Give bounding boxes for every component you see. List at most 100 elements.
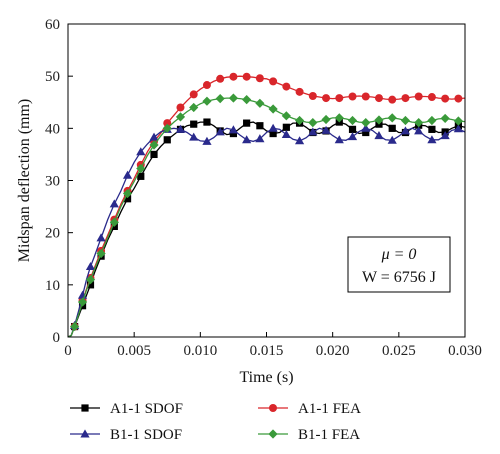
legend-label: B1-1 FEA <box>298 427 360 443</box>
data-point <box>229 129 238 138</box>
data-point <box>215 127 225 136</box>
annotation-box <box>347 236 451 293</box>
data-point <box>281 111 291 121</box>
data-point <box>308 91 317 100</box>
data-point <box>176 103 185 112</box>
data-point <box>282 82 291 91</box>
data-point <box>216 74 225 83</box>
data-point <box>401 94 410 103</box>
data-point <box>149 132 159 141</box>
data-point <box>190 120 198 128</box>
legend-marker <box>268 429 278 439</box>
data-point <box>202 136 212 145</box>
y-tick-label: 0 <box>53 330 61 346</box>
data-point <box>361 92 370 101</box>
series-line <box>68 121 465 337</box>
data-point <box>454 94 463 103</box>
y-tick-label: 20 <box>45 226 60 242</box>
x-tick-label: 0.010 <box>183 343 217 359</box>
data-point <box>109 199 119 208</box>
data-point <box>269 77 278 86</box>
data-point <box>136 163 146 174</box>
data-point <box>228 93 239 103</box>
data-point <box>96 233 106 242</box>
x-tick-label: 0.015 <box>250 343 284 359</box>
data-point <box>149 140 159 150</box>
data-point <box>122 170 133 179</box>
data-point <box>334 113 344 123</box>
data-point <box>228 125 239 134</box>
data-point <box>322 94 331 103</box>
data-point <box>96 248 106 259</box>
x-tick-label: 0.005 <box>117 343 151 359</box>
data-point <box>202 96 212 106</box>
data-point <box>85 261 96 271</box>
data-point <box>281 129 291 139</box>
data-point <box>243 119 251 127</box>
series-line <box>68 127 465 337</box>
data-point <box>427 135 437 144</box>
legend-marker <box>81 404 89 412</box>
data-point <box>334 135 344 144</box>
data-point <box>294 136 305 145</box>
data-point <box>453 124 463 133</box>
data-point <box>348 125 357 133</box>
legend-label: A1-1 FEA <box>298 401 361 417</box>
data-point <box>136 147 146 156</box>
data-point <box>255 134 265 143</box>
data-point <box>388 124 396 132</box>
plot-area <box>68 72 465 337</box>
data-point <box>400 115 411 126</box>
data-point <box>414 92 423 101</box>
data-point <box>269 129 277 138</box>
data-point <box>203 118 211 126</box>
data-point <box>294 115 305 126</box>
series-1 <box>68 118 465 337</box>
data-point <box>189 90 198 99</box>
legend-item-4: B1-1 FEA <box>258 427 360 443</box>
data-point <box>347 115 358 126</box>
data-point <box>387 113 397 123</box>
data-point <box>347 132 358 141</box>
y-tick-label: 60 <box>45 17 60 33</box>
data-point <box>215 93 225 104</box>
data-point <box>77 297 88 307</box>
data-point <box>70 321 80 332</box>
data-point <box>175 124 186 133</box>
annotation-w: W = 6756 J <box>362 269 436 286</box>
data-point <box>361 123 371 132</box>
data-point <box>163 136 171 144</box>
data-point <box>85 275 96 285</box>
data-point <box>427 115 437 126</box>
data-point <box>122 188 133 199</box>
data-point <box>295 87 304 96</box>
data-point <box>308 127 318 136</box>
data-point <box>242 72 251 81</box>
data-point <box>428 125 436 133</box>
data-point <box>150 150 158 159</box>
annotation-mu: μ = 0 <box>381 246 417 263</box>
data-point <box>109 217 119 227</box>
x-tick-label: 0.020 <box>316 343 350 359</box>
data-point <box>453 116 463 126</box>
data-point <box>282 123 290 131</box>
data-point <box>414 126 424 135</box>
series-2 <box>68 72 465 337</box>
series-line <box>68 75 465 337</box>
data-point <box>374 131 384 140</box>
data-point <box>137 172 145 180</box>
data-point <box>321 114 331 125</box>
data-point <box>256 122 264 130</box>
data-point <box>348 92 357 101</box>
data-point <box>440 131 450 140</box>
data-point <box>374 115 384 125</box>
y-tick-label: 10 <box>45 278 60 294</box>
data-point <box>242 95 252 105</box>
data-point <box>361 117 371 128</box>
legend-marker <box>80 429 90 438</box>
data-point <box>175 112 186 122</box>
data-point <box>268 104 278 114</box>
data-point <box>255 98 265 108</box>
legend-label: A1-1 SDOF <box>110 401 183 417</box>
